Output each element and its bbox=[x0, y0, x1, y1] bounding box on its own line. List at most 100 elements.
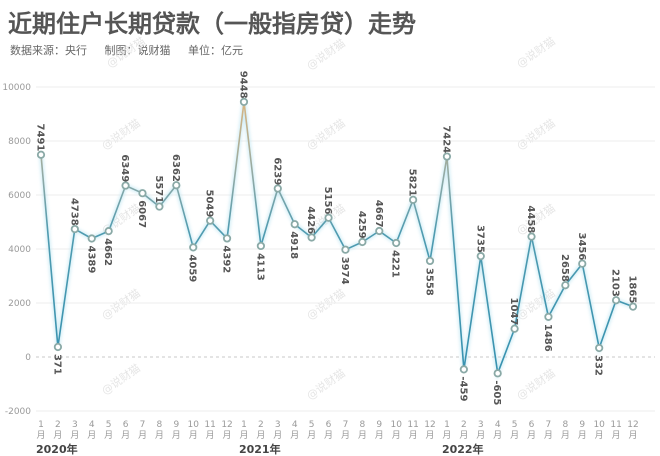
x-tick-month: 4 bbox=[292, 420, 298, 430]
x-tick-suffix: 月 bbox=[290, 430, 299, 441]
x-tick-month: 7 bbox=[343, 420, 349, 430]
x-tick-suffix: 月 bbox=[256, 430, 265, 441]
data-point[interactable] bbox=[36, 150, 46, 159]
watermark: @说财猫 bbox=[99, 361, 143, 398]
data-label: 4667 bbox=[373, 200, 384, 228]
data-point[interactable] bbox=[611, 296, 621, 305]
data-label: 5571 bbox=[153, 175, 164, 203]
x-tick-suffix: 月 bbox=[595, 430, 604, 441]
watermark: @说财猫 bbox=[104, 34, 148, 71]
data-label: 2658 bbox=[559, 254, 570, 282]
x-tick-month: 11 bbox=[407, 420, 418, 430]
data-point[interactable] bbox=[121, 181, 130, 190]
x-tick-suffix: 月 bbox=[206, 430, 215, 441]
data-label: 9448 bbox=[237, 71, 248, 99]
x-tick-suffix: 月 bbox=[307, 430, 316, 441]
x-tick-suffix: 月 bbox=[527, 430, 536, 441]
x-tick-month: 8 bbox=[360, 420, 366, 430]
data-point[interactable] bbox=[527, 232, 536, 241]
data-point[interactable] bbox=[561, 281, 570, 290]
data-point[interactable] bbox=[628, 302, 638, 311]
data-point[interactable] bbox=[239, 97, 249, 107]
watermark: @说财猫 bbox=[99, 116, 143, 153]
data-point[interactable] bbox=[172, 181, 181, 190]
chart-subtitle: 数据来源：央行 制图：说财猫 单位：亿元 bbox=[10, 42, 257, 58]
data-label: 1486 bbox=[542, 324, 553, 352]
x-tick-month: 1 bbox=[444, 420, 450, 430]
unit-label: 单位：亿元 bbox=[188, 44, 243, 57]
x-tick-month: 4 bbox=[89, 420, 95, 430]
data-point[interactable] bbox=[476, 252, 485, 261]
data-point[interactable] bbox=[256, 241, 265, 251]
x-tick-month: 9 bbox=[173, 420, 179, 430]
data-point[interactable] bbox=[493, 369, 502, 378]
data-point[interactable] bbox=[307, 233, 316, 242]
x-tick-month: 6 bbox=[529, 420, 535, 430]
data-label: 4059 bbox=[187, 254, 198, 282]
watermark: @说财猫 bbox=[99, 286, 143, 323]
x-tick-month: 10 bbox=[593, 420, 605, 430]
data-point[interactable] bbox=[392, 238, 401, 248]
x-tick-suffix: 月 bbox=[510, 430, 519, 441]
data-label: 3735 bbox=[474, 225, 485, 253]
data-point[interactable] bbox=[544, 312, 553, 321]
x-tick-suffix: 月 bbox=[104, 430, 113, 441]
data-point[interactable] bbox=[358, 237, 367, 247]
data-point[interactable] bbox=[206, 216, 215, 225]
watermark: @说财猫 bbox=[304, 286, 348, 323]
data-label: 332 bbox=[593, 355, 604, 376]
x-tick-month: 9 bbox=[376, 420, 382, 430]
data-point[interactable] bbox=[138, 189, 147, 198]
x-tick-suffix: 月 bbox=[561, 430, 570, 441]
x-tick-suffix: 月 bbox=[138, 430, 147, 441]
data-point[interactable] bbox=[510, 324, 519, 333]
data-label: 4259 bbox=[356, 211, 367, 239]
x-tick-suffix: 月 bbox=[273, 430, 282, 441]
x-tick-month: 3 bbox=[72, 420, 78, 430]
data-point[interactable] bbox=[341, 245, 350, 254]
watermark: @说财猫 bbox=[304, 116, 348, 153]
x-tick-month: 7 bbox=[546, 420, 552, 430]
data-point[interactable] bbox=[189, 243, 198, 252]
watermark: @说财猫 bbox=[514, 34, 558, 71]
data-point[interactable] bbox=[155, 202, 164, 211]
x-tick-suffix: 月 bbox=[70, 430, 79, 441]
data-point[interactable] bbox=[222, 234, 232, 243]
x-tick-suffix: 月 bbox=[53, 430, 62, 441]
x-tick-month: 1 bbox=[38, 420, 44, 430]
data-point[interactable] bbox=[324, 213, 333, 222]
data-point[interactable] bbox=[290, 220, 299, 229]
x-tick-month: 10 bbox=[188, 420, 200, 430]
data-label: 4918 bbox=[288, 231, 299, 259]
data-point[interactable] bbox=[442, 152, 452, 161]
data-label: 2103 bbox=[610, 269, 621, 297]
x-tick-suffix: 月 bbox=[476, 430, 485, 441]
data-point[interactable] bbox=[578, 259, 587, 268]
data-point[interactable] bbox=[273, 184, 282, 193]
x-tick-month: 8 bbox=[562, 420, 568, 430]
data-point[interactable] bbox=[409, 195, 418, 204]
x-tick-suffix: 月 bbox=[459, 430, 468, 441]
data-point[interactable] bbox=[375, 226, 384, 236]
x-tick-suffix: 月 bbox=[223, 430, 232, 441]
data-label: 6067 bbox=[136, 200, 147, 228]
x-tick-month: 6 bbox=[123, 420, 129, 430]
data-point[interactable] bbox=[425, 256, 435, 266]
data-point[interactable] bbox=[595, 343, 604, 353]
watermark: @说财猫 bbox=[514, 116, 558, 153]
data-point[interactable] bbox=[459, 365, 468, 374]
x-tick-month: 8 bbox=[157, 420, 163, 430]
data-point[interactable] bbox=[70, 224, 79, 234]
data-label: 371 bbox=[51, 354, 62, 375]
watermark: @说财猫 bbox=[304, 366, 348, 403]
x-tick-suffix: 月 bbox=[341, 430, 350, 441]
x-tick-suffix: 月 bbox=[189, 430, 198, 441]
data-point[interactable] bbox=[104, 227, 113, 236]
data-label: 4113 bbox=[254, 253, 265, 281]
data-point[interactable] bbox=[53, 342, 63, 352]
x-tick-suffix: 月 bbox=[121, 430, 130, 441]
data-label: -459 bbox=[457, 376, 468, 401]
data-point[interactable] bbox=[87, 234, 96, 243]
x-tick-suffix: 月 bbox=[392, 430, 401, 441]
